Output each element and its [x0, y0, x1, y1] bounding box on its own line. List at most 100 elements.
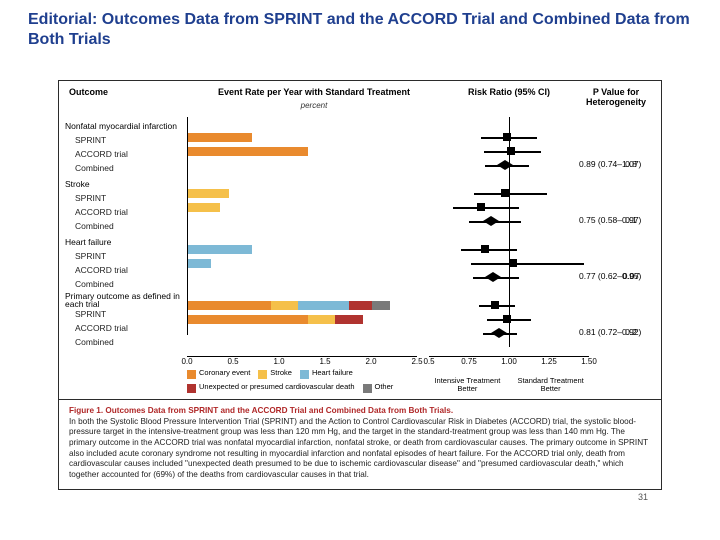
- row-label: Combined: [65, 219, 185, 233]
- forest-row: [429, 271, 589, 285]
- legend-swatch: [300, 370, 309, 379]
- row-label: ACCORD trial: [65, 263, 185, 277]
- bar-row: [188, 147, 308, 156]
- figure-caption: Figure 1. Outcomes Data from SPRINT and …: [59, 399, 661, 489]
- chart-area: Outcome Event Rate per Year with Standar…: [59, 81, 661, 399]
- p-value-text: 0.8: [611, 159, 651, 169]
- row-label: ACCORD trial: [65, 205, 185, 219]
- bar-row: [188, 189, 229, 198]
- legend-swatch: [187, 384, 196, 393]
- bar-tick: 2.5: [411, 357, 422, 366]
- row-label: SPRINT: [65, 191, 185, 205]
- bar-region: [187, 117, 417, 347]
- group-label: Heart failure: [65, 235, 185, 249]
- forest-axis-ticks: 0.50.751.001.251.50: [429, 357, 589, 371]
- forest-tick: 1.50: [581, 357, 597, 366]
- ci-line: [474, 193, 547, 195]
- bar-row: [188, 315, 363, 324]
- legend-label: Other: [375, 383, 394, 391]
- group-label: Primary outcome as defined in each trial: [65, 293, 185, 307]
- forest-right-label: Standard Treatment Better: [512, 377, 589, 393]
- bar-segment: [271, 301, 299, 310]
- bar-segment: [188, 133, 252, 142]
- row-label: SPRINT: [65, 249, 185, 263]
- legend: Coronary event Stroke Heart failure Unexpec…: [187, 369, 447, 393]
- group-label: Stroke: [65, 177, 185, 191]
- ci-line: [471, 263, 584, 265]
- rate-unit: percent: [214, 101, 414, 110]
- legend-swatch: [258, 370, 267, 379]
- figure-caption-title: Figure 1. Outcomes Data from SPRINT and …: [69, 406, 453, 415]
- bar-segment: [188, 315, 308, 324]
- bar-row: [188, 301, 390, 310]
- legend-label: Heart failure: [312, 369, 353, 377]
- row-label: SPRINT: [65, 133, 185, 147]
- forest-tick: 0.75: [461, 357, 477, 366]
- bar-segment: [372, 301, 390, 310]
- col-header-outcome: Outcome: [69, 87, 108, 97]
- forest-row: [429, 299, 589, 313]
- forest-row: [429, 215, 589, 229]
- bar-tick: 1.0: [273, 357, 284, 366]
- legend-item: Unexpected or presumed cardiovascular de…: [187, 383, 355, 393]
- bar-segment: [349, 301, 372, 310]
- bar-tick: 0.0: [181, 357, 192, 366]
- forest-row: [429, 187, 589, 201]
- legend-item: Other: [363, 383, 394, 393]
- bar-segment: [308, 315, 336, 324]
- bar-segment: [335, 315, 363, 324]
- forest-row: [429, 131, 589, 145]
- bar-segment: [188, 203, 220, 212]
- row-label: Combined: [65, 277, 185, 291]
- forest-row: [429, 313, 589, 327]
- forest-region: [429, 117, 589, 347]
- row-label: Combined: [65, 161, 185, 175]
- legend-label: Unexpected or presumed cardiovascular de…: [199, 383, 355, 391]
- forest-row: [429, 243, 589, 257]
- row-labels: Nonfatal myocardial infarctionSPRINTACCO…: [65, 117, 185, 349]
- col-header-p: P Value for Heterogeneity: [581, 87, 651, 107]
- forest-row: [429, 159, 589, 173]
- point-square: [507, 147, 515, 155]
- forest-row: [429, 201, 589, 215]
- legend-swatch: [363, 384, 372, 393]
- legend-label: Stroke: [270, 369, 292, 377]
- forest-tick: 1.00: [501, 357, 517, 366]
- point-diamond: [491, 328, 507, 338]
- group-label: Nonfatal myocardial infarction: [65, 119, 185, 133]
- ci-line: [453, 207, 519, 209]
- legend-item: Heart failure: [300, 369, 353, 379]
- bar-row: [188, 203, 220, 212]
- page-number: 31: [638, 492, 648, 502]
- p-value-text: 0.07: [611, 271, 651, 281]
- point-diamond: [483, 216, 499, 226]
- figure-panel: Outcome Event Rate per Year with Standar…: [58, 80, 662, 490]
- point-square: [501, 189, 509, 197]
- forest-tick: 0.5: [423, 357, 434, 366]
- bar-row: [188, 259, 211, 268]
- col-header-rate: Event Rate per Year with Standard Treatm…: [214, 87, 414, 97]
- bar-segment: [188, 245, 252, 254]
- forest-tick: 1.25: [541, 357, 557, 366]
- point-square: [491, 301, 499, 309]
- bar-segment: [188, 301, 271, 310]
- forest-direction-labels: Intensive Treatment Better Standard Trea…: [429, 377, 589, 393]
- point-square: [503, 315, 511, 323]
- p-value-text: 0.2: [611, 327, 651, 337]
- point-square: [477, 203, 485, 211]
- forest-row: [429, 257, 589, 271]
- legend-swatch: [187, 370, 196, 379]
- bar-segment: [188, 259, 211, 268]
- legend-item: Stroke: [258, 369, 292, 379]
- row-label: ACCORD trial: [65, 321, 185, 335]
- legend-label: Coronary event: [199, 369, 250, 377]
- bar-tick: 0.5: [227, 357, 238, 366]
- bar-row: [188, 245, 252, 254]
- bar-segment: [188, 189, 229, 198]
- p-value-text: 0.1: [611, 215, 651, 225]
- row-label: Combined: [65, 335, 185, 349]
- point-square: [509, 259, 517, 267]
- legend-item: Coronary event: [187, 369, 250, 379]
- ci-line: [461, 249, 517, 251]
- slide-title: Editorial: Outcomes Data from SPRINT and…: [0, 0, 720, 54]
